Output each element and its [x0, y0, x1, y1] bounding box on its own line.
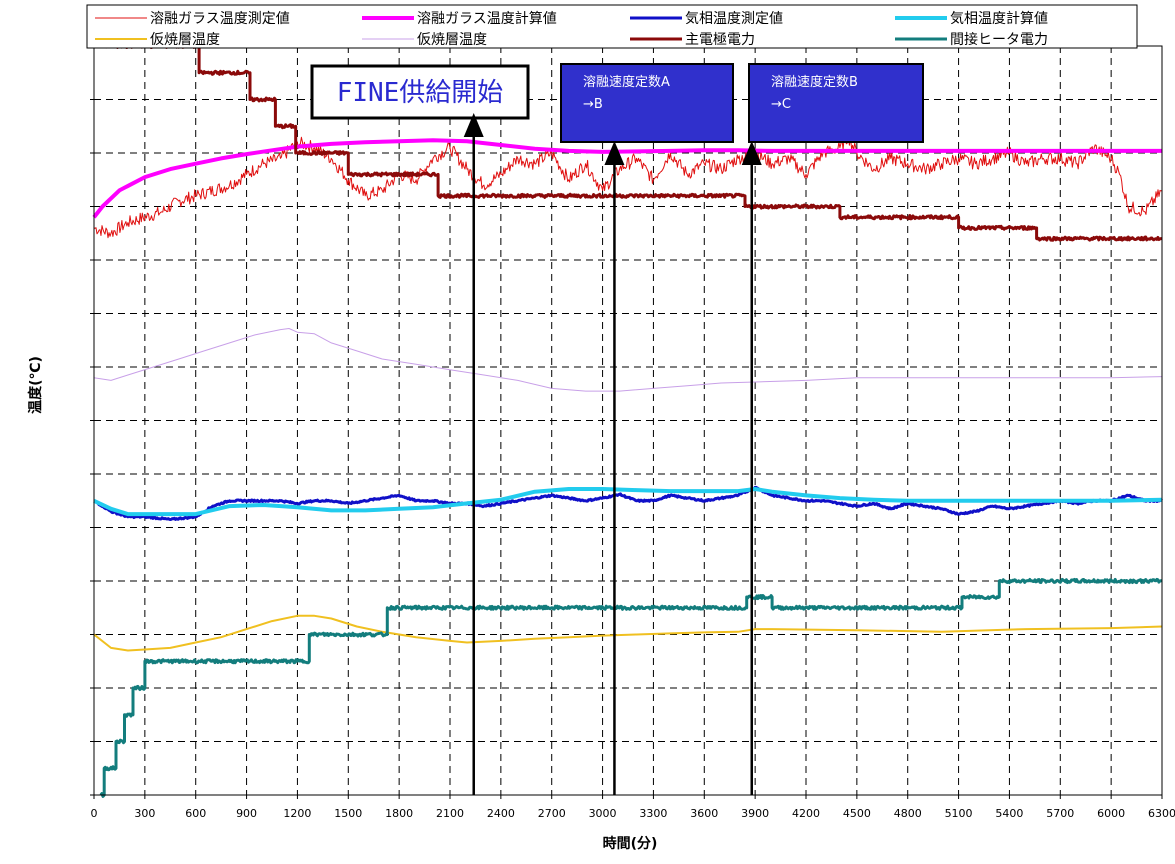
series-line-1	[93, 134, 1163, 239]
x-tick-label: 2100	[436, 807, 464, 820]
legend-item: 間接ヒータ電力	[895, 31, 1048, 48]
series-line-8	[99, 577, 1163, 798]
x-tick-label: 5700	[1046, 807, 1074, 820]
x-tick-label: 5100	[945, 807, 973, 820]
x-tick-label: 900	[236, 807, 257, 820]
x-tick-label: 300	[134, 807, 155, 820]
legend-label: 主電極電力	[685, 32, 755, 48]
legend-label: 間接ヒータ電力	[950, 31, 1048, 48]
x-tick-label: 3600	[690, 807, 718, 820]
legend-item: 仮焼層温度	[362, 32, 487, 48]
series-line-4	[93, 487, 1163, 517]
x-tick-label: 0	[91, 807, 98, 820]
legend-box	[86, 4, 1138, 49]
x-tick-label: 1800	[385, 807, 413, 820]
legend-item: 気相温度測定値	[630, 11, 783, 27]
x-tick-label: 3000	[589, 807, 617, 820]
legend-item: 主電極電力	[630, 32, 755, 48]
x-tick-label: 2700	[538, 807, 566, 820]
legend-label: 気相温度計算値	[950, 11, 1048, 27]
legend-label: 仮焼層温度	[417, 32, 487, 48]
legend-label: 仮焼層温度	[150, 32, 220, 48]
annotation-3: 溶融速度定数B →C	[741, 63, 924, 795]
annotation-label-line: 溶融速度定数A	[583, 74, 670, 90]
legend-item: 溶融ガラス温度測定値	[95, 11, 290, 27]
annotations: FINE供給開始 溶融速度定数A →B 溶融速度定数B →C	[310, 63, 924, 795]
series-line-7	[93, 42, 1163, 242]
series-line-5	[93, 614, 1163, 652]
series-line-3	[93, 485, 1163, 521]
x-tick-label: 600	[185, 807, 206, 820]
annotation-2: 溶融速度定数A →B	[560, 63, 734, 795]
annotation-label-line: →B	[583, 97, 603, 112]
x-tick-label: 5400	[995, 807, 1023, 820]
annotation-label-line: 溶融速度定数B	[771, 74, 858, 90]
x-tick-label: 2400	[487, 807, 515, 820]
annotation-box	[748, 63, 924, 143]
legend-item: 気相温度計算値	[895, 11, 1048, 27]
x-tick-label: 4500	[843, 807, 871, 820]
annotation-label-line: →C	[771, 97, 791, 112]
x-axis-label: 時間(分)	[603, 835, 658, 852]
annotation-box	[560, 63, 734, 143]
x-tick-label: 1500	[334, 807, 362, 820]
x-tick-label: 6300	[1148, 807, 1175, 820]
series-line-2	[92, 138, 1162, 219]
annotation-1: FINE供給開始	[310, 64, 530, 795]
series-layer	[92, 42, 1163, 798]
x-tick-label: 4800	[894, 807, 922, 820]
x-tick-label: 1200	[283, 807, 311, 820]
y-axis-label: 温度(℃)	[27, 356, 44, 414]
x-tick-label: 6000	[1097, 807, 1125, 820]
legend-label: 気相温度測定値	[685, 11, 783, 27]
grid	[94, 45, 1163, 795]
series-line-6	[93, 328, 1163, 392]
legend-label: 溶融ガラス温度測定値	[150, 11, 290, 27]
annotation-arrow-head	[463, 113, 484, 137]
legend-label: 溶融ガラス温度計算値	[417, 11, 557, 27]
annotation-label: FINE供給開始	[337, 78, 504, 108]
annotation-arrow-head	[741, 141, 762, 165]
x-tick-label: 4200	[792, 807, 820, 820]
axes: 0 300 600 900 1200 1500 1800 2100 2400 2700 3000 33…	[90, 45, 1175, 820]
legend-item: 溶融ガラス温度計算値	[362, 11, 557, 27]
annotation-box	[310, 64, 530, 120]
legend-item: 仮焼層温度	[95, 32, 220, 48]
x-tick-label: 3900	[741, 807, 769, 820]
annotation-arrow-head	[604, 141, 625, 165]
x-tick-label: 3300	[639, 807, 667, 820]
